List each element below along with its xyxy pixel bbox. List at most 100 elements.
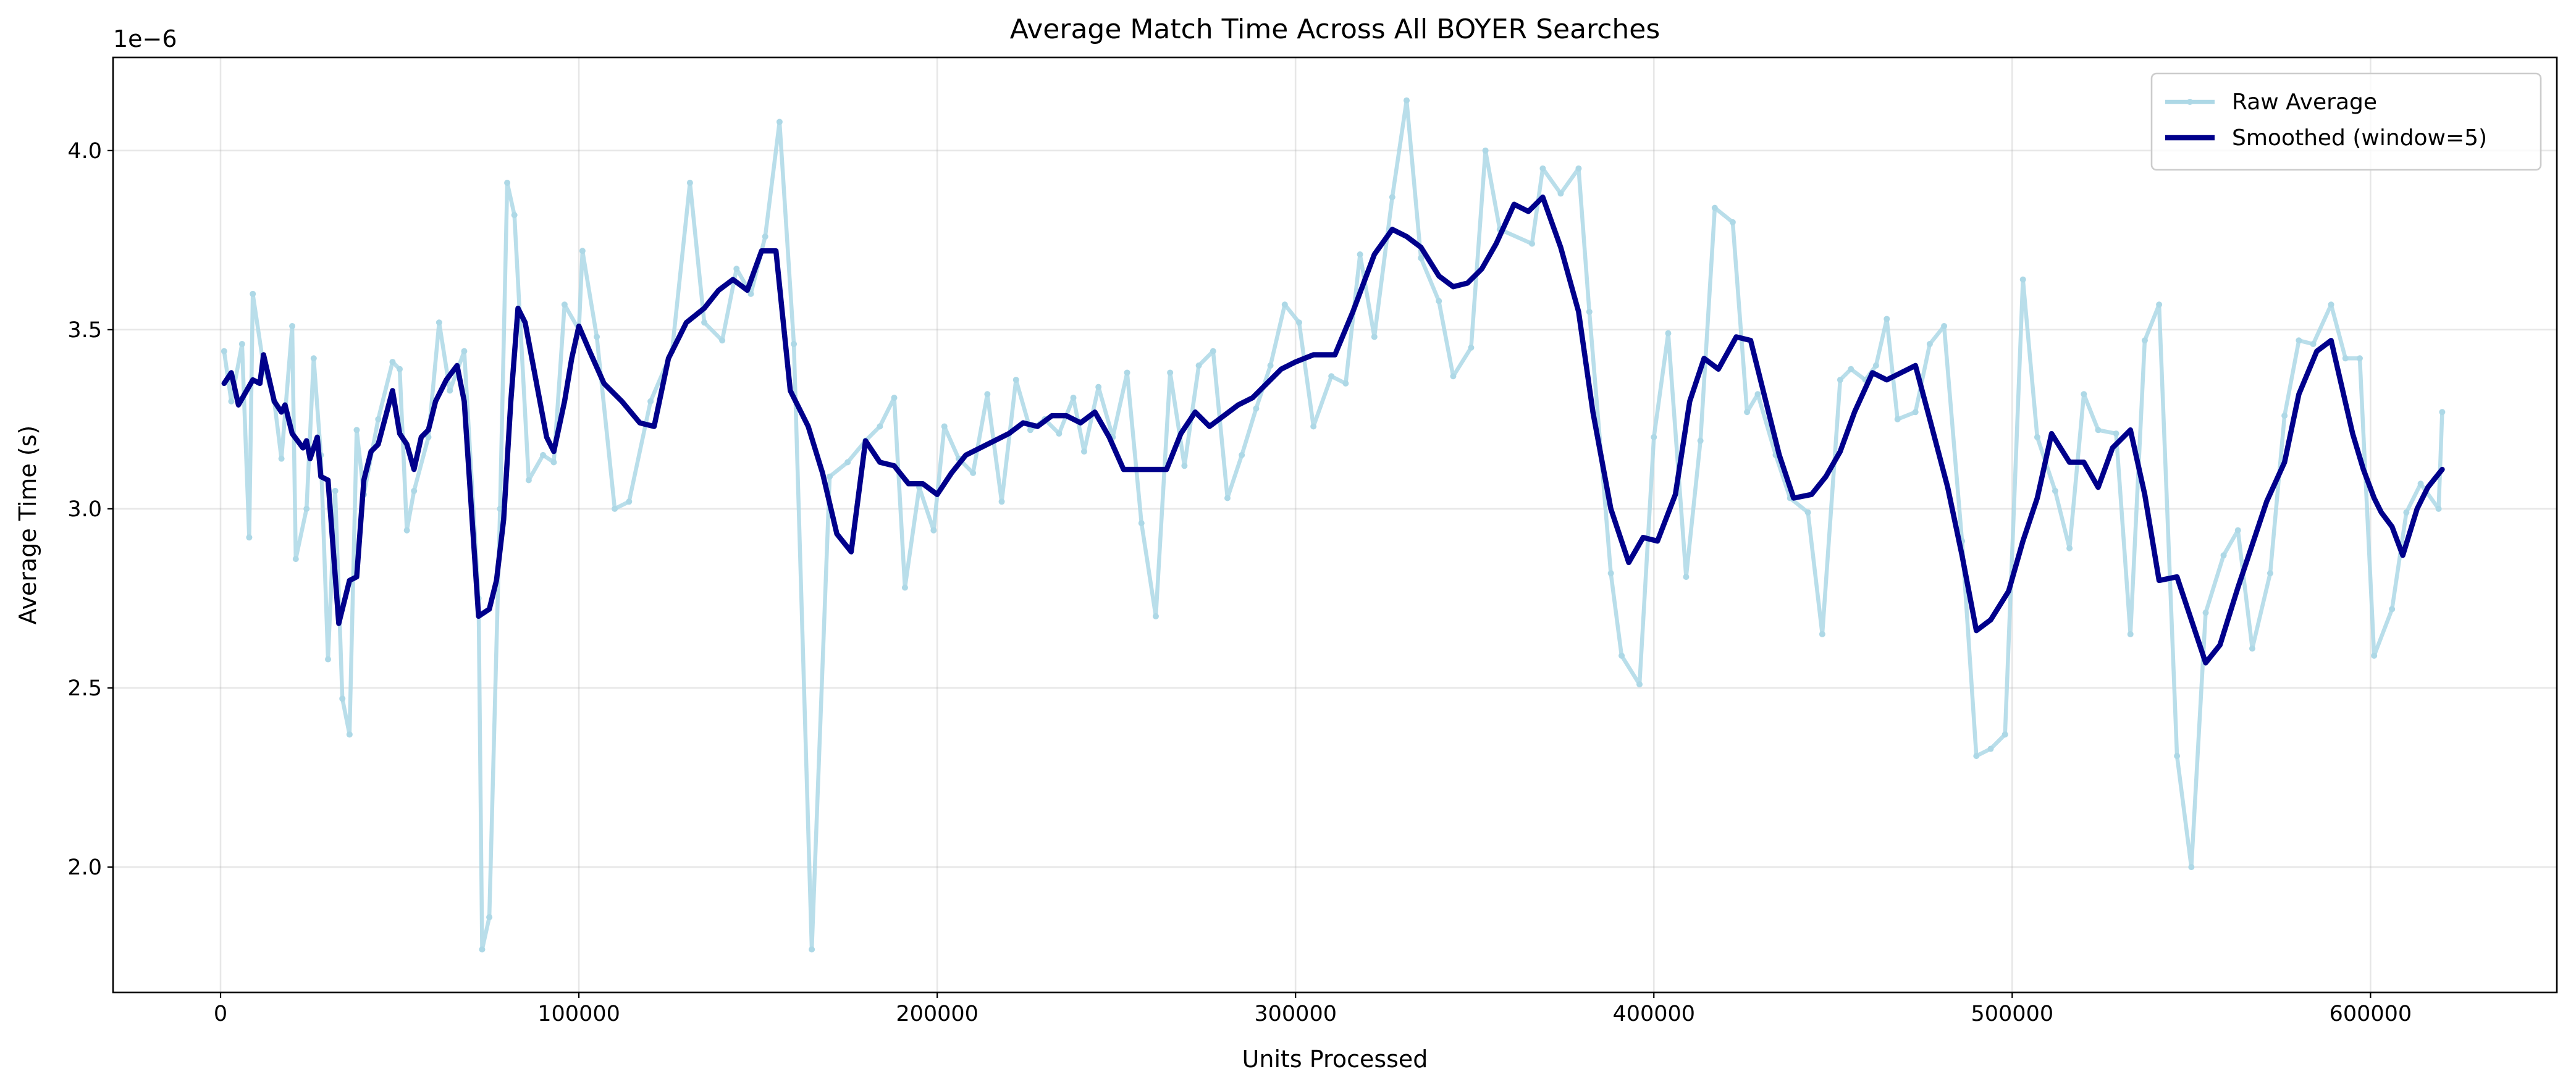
data-point — [2371, 652, 2378, 659]
data-point — [289, 323, 296, 330]
data-point — [1529, 240, 1536, 247]
data-point — [1482, 147, 1489, 154]
data-point — [1819, 631, 1825, 637]
data-point — [1357, 251, 1363, 258]
data-point — [1389, 194, 1395, 201]
data-point — [2296, 337, 2302, 344]
data-point — [1342, 380, 1349, 387]
data-point — [561, 301, 568, 308]
data-point — [389, 359, 396, 366]
data-point — [594, 333, 600, 340]
data-point — [1056, 430, 1063, 437]
x-tick-label: 300000 — [1254, 1002, 1337, 1026]
data-point — [1884, 316, 1890, 322]
data-point — [1080, 448, 1087, 455]
data-point — [1167, 369, 1174, 376]
data-point — [221, 348, 227, 354]
data-point — [411, 487, 418, 494]
data-point — [1941, 323, 1948, 330]
data-point — [1239, 451, 1245, 458]
data-point — [2249, 645, 2255, 652]
data-point — [809, 946, 815, 953]
data-point — [2435, 505, 2442, 512]
y-tick-label: 3.0 — [67, 497, 102, 522]
data-point — [701, 319, 708, 326]
x-tick-label: 200000 — [896, 1002, 979, 1026]
data-point — [447, 387, 453, 394]
series-line — [221, 194, 2445, 666]
data-point — [2328, 301, 2334, 308]
data-point — [2113, 430, 2119, 437]
data-point — [1848, 366, 1854, 372]
data-point — [1804, 509, 1811, 516]
data-point — [1195, 362, 1202, 369]
data-point — [2267, 570, 2273, 577]
data-point — [2342, 355, 2349, 362]
data-point — [1557, 190, 1564, 197]
data-point — [1618, 652, 1625, 659]
data-point — [719, 337, 726, 344]
x-tick-label: 100000 — [537, 1002, 620, 1026]
data-point — [776, 119, 783, 125]
data-point — [2156, 301, 2163, 308]
data-point — [877, 423, 883, 430]
data-point — [479, 946, 486, 953]
data-point — [425, 434, 432, 440]
y-tick-label: 2.0 — [67, 855, 102, 880]
data-point — [1027, 427, 1033, 434]
data-point — [901, 584, 908, 591]
data-point — [540, 451, 547, 458]
data-point — [1152, 613, 1159, 619]
legend-label: Raw Average — [2232, 90, 2377, 115]
data-point — [1450, 373, 1457, 380]
data-point — [1586, 308, 1593, 315]
data-point — [762, 233, 768, 240]
data-point — [2356, 355, 2363, 362]
data-point — [1683, 574, 1690, 581]
data-point — [891, 395, 898, 401]
data-point — [626, 498, 633, 505]
data-point — [2141, 337, 2148, 344]
data-point — [1138, 520, 1145, 527]
data-point — [1754, 391, 1761, 398]
data-point — [998, 498, 1005, 505]
data-point — [1436, 298, 1442, 304]
data-point — [353, 427, 360, 434]
data-point — [1371, 333, 1378, 340]
data-point — [1872, 362, 1879, 369]
x-tick-label: 500000 — [1971, 1002, 2054, 1026]
data-point — [246, 534, 253, 541]
data-point — [612, 505, 618, 512]
data-point — [1095, 384, 1102, 390]
data-point — [1224, 495, 1231, 501]
data-point — [1012, 377, 1019, 384]
data-point — [2234, 527, 2241, 534]
data-point — [827, 473, 833, 480]
data-point — [1912, 409, 1919, 416]
data-point — [984, 391, 991, 398]
x-tick-label: 400000 — [1612, 1002, 1695, 1026]
data-point — [1987, 745, 1994, 752]
data-point — [1636, 681, 1643, 688]
y-tick-label: 2.5 — [67, 676, 102, 701]
data-point — [375, 416, 382, 422]
data-point — [403, 527, 410, 534]
data-point — [1295, 319, 1302, 326]
x-tick-label: 0 — [214, 1002, 227, 1026]
data-point — [1651, 434, 1657, 440]
data-point — [511, 212, 518, 219]
data-point — [238, 341, 245, 348]
data-point — [2403, 509, 2410, 516]
data-point — [2095, 427, 2102, 434]
y-tick-label: 4.0 — [67, 139, 102, 164]
data-point — [1124, 369, 1130, 376]
data-point — [250, 290, 256, 297]
data-point — [1281, 301, 1288, 308]
data-point — [791, 341, 798, 348]
data-point — [2052, 487, 2058, 494]
data-point — [1837, 377, 1843, 384]
chart-title: Average Match Time Across All BOYER Sear… — [1010, 14, 1661, 45]
data-point — [1181, 463, 1188, 469]
